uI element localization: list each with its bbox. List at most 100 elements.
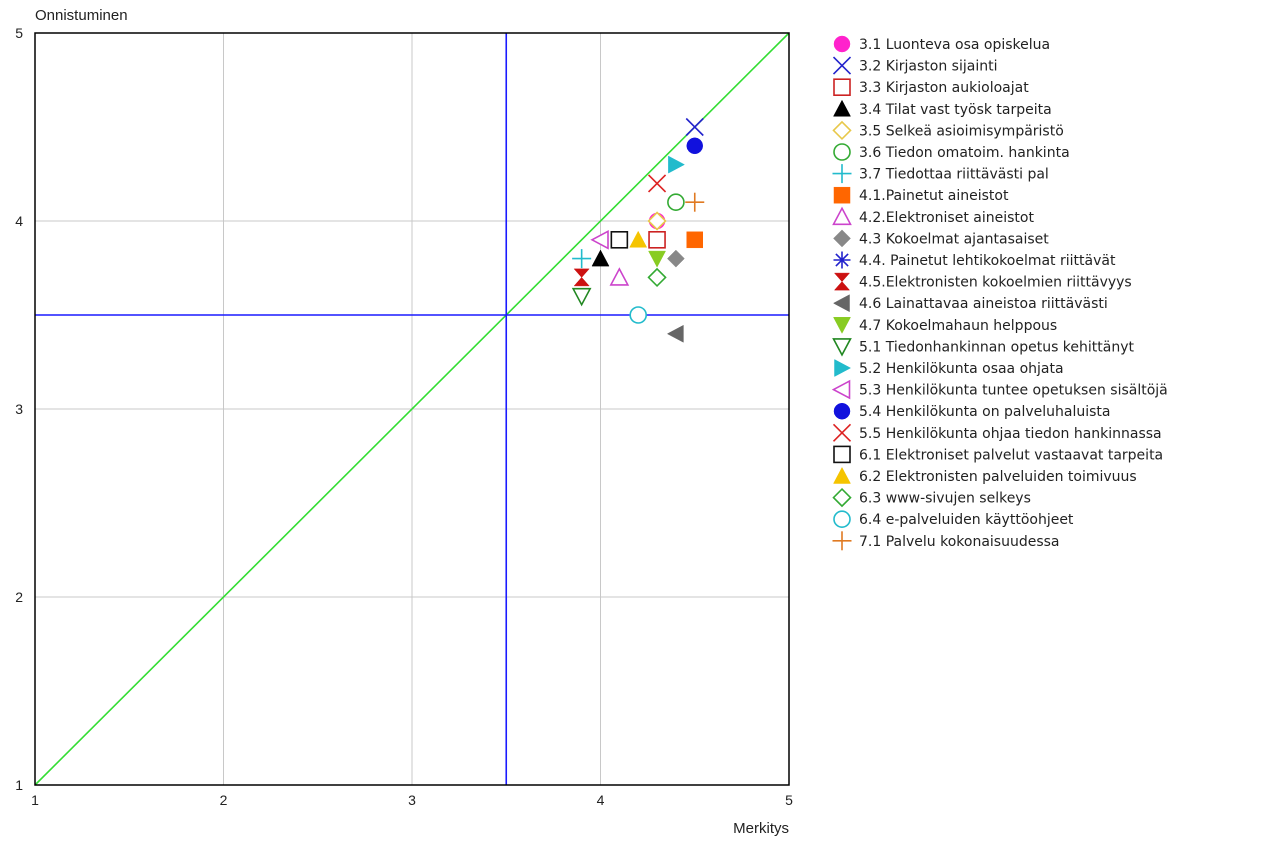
y-axis-label: Onnistuminen	[35, 7, 128, 24]
x-axis-label: Merkitys	[733, 820, 789, 837]
legend-item: 5.2 Henkilökunta osaa ohjata	[834, 359, 1064, 377]
legend-item: 3.1 Luonteva osa opiskelua	[833, 35, 1050, 53]
x-tick-label: 1	[31, 792, 39, 808]
data-point	[573, 268, 590, 287]
y-tick-label: 3	[15, 401, 23, 417]
legend-item: 3.6 Tiedon omatoim. hankinta	[833, 143, 1070, 161]
plot-frame	[34, 32, 790, 786]
x-tick-label: 2	[220, 792, 228, 808]
data-points	[571, 117, 705, 343]
x-tick-label: 5	[785, 792, 793, 808]
legend-item: 4.7 Kokoelmahaun helppous	[833, 317, 1057, 334]
legend-marker	[833, 229, 851, 248]
data-point	[590, 229, 609, 250]
data-point	[647, 174, 667, 193]
legend-label: 3.1 Luonteva osa opiskelua	[859, 37, 1050, 53]
y-tick-label: 4	[15, 213, 23, 229]
legend-marker	[833, 35, 851, 53]
legend-item: 3.5 Selkeä asioimisympäristö	[832, 120, 1064, 141]
legend-marker	[833, 466, 851, 484]
legend-label: 4.7 Kokoelmahaun helppous	[859, 318, 1057, 334]
legend-marker	[832, 120, 852, 141]
reference-lines	[34, 32, 790, 786]
data-point	[647, 267, 667, 288]
legend-marker	[833, 402, 851, 420]
tick-labels: 1 2 3 4 5 1 2 3 4 5	[15, 25, 793, 808]
y-tick-label: 2	[15, 589, 23, 605]
data-point	[609, 267, 630, 286]
legend-label: 4.1.Painetut aineistot	[859, 188, 1009, 204]
legend-item: 4.3 Kokoelmat ajantasaiset	[833, 229, 1049, 248]
legend-label: 3.5 Selkeä asioimisympäristö	[859, 123, 1064, 139]
legend-marker	[833, 143, 851, 161]
legend-marker	[831, 379, 851, 400]
legend-marker	[833, 510, 851, 529]
legend-label: 4.4. Painetut lehtikokoelmat riittävät	[859, 253, 1116, 269]
legend-label: 3.7 Tiedottaa riittävästi pal	[859, 167, 1049, 183]
legend-item: 3.3 Kirjaston aukioloajat	[833, 78, 1029, 96]
legend-marker	[833, 317, 851, 334]
data-point	[629, 306, 648, 324]
legend-label: 4.3 Kokoelmat ajantasaiset	[859, 231, 1049, 247]
legend-marker	[833, 99, 851, 117]
legend-label: 5.4 Henkilökunta on palveluhaluista	[859, 404, 1111, 420]
legend-item: 5.1 Tiedonhankinnan opetus kehittänyt	[832, 338, 1135, 357]
y-tick-label: 1	[15, 777, 23, 793]
data-point	[647, 211, 667, 231]
legend-item: 6.3 www-sivujen selkeys	[832, 487, 1031, 508]
x-tick-label: 3	[408, 792, 416, 808]
legend-marker	[834, 359, 852, 377]
legend-marker	[832, 338, 852, 357]
legend-item: 4.6 Lainattavaa aineistoa riittävästi	[832, 294, 1108, 313]
data-point	[686, 137, 703, 155]
legend-item: 6.2 Elektronisten palveluiden toimivuus	[833, 466, 1137, 485]
legend-label: 5.2 Henkilökunta osaa ohjata	[859, 361, 1064, 377]
legend-marker	[832, 56, 852, 75]
legend-item: 3.7 Tiedottaa riittävästi pal	[832, 164, 1049, 184]
legend-label: 5.3 Henkilökunta tuntee opetuksen sisält…	[859, 383, 1168, 399]
data-point	[686, 231, 703, 249]
data-point	[591, 249, 610, 267]
legend-label: 3.3 Kirjaston aukioloajat	[859, 80, 1029, 96]
legend-label: 4.2.Elektroniset aineistot	[859, 210, 1034, 226]
legend-marker	[833, 251, 851, 269]
legend-item: 5.3 Henkilökunta tuntee opetuksen sisält…	[831, 379, 1168, 400]
legend-marker	[833, 186, 851, 204]
data-point	[610, 231, 629, 249]
data-point	[667, 249, 685, 268]
legend-item: 5.5 Henkilökunta ohjaa tiedon hankinnass…	[832, 423, 1162, 442]
legend-item: 5.4 Henkilökunta on palveluhaluista	[833, 402, 1111, 420]
legend-item: 3.4 Tilat vast työsk tarpeita	[833, 99, 1052, 118]
legend-label: 7.1 Palvelu kokonaisuudessa	[859, 534, 1060, 550]
data-point	[648, 250, 666, 268]
data-point	[648, 231, 666, 249]
data-point	[685, 117, 704, 137]
data-point	[572, 249, 592, 269]
data-point	[666, 324, 684, 343]
data-point	[668, 155, 685, 174]
legend-item: 4.1.Painetut aineistot	[833, 186, 1009, 204]
data-point	[571, 287, 592, 307]
legend-item: 3.2 Kirjaston sijainti	[832, 56, 997, 75]
legend-label: 6.4 e-palveluiden käyttöohjeet	[859, 512, 1074, 528]
y-tick-label: 5	[15, 25, 23, 41]
data-point	[629, 230, 648, 248]
legend: 3.1 Luonteva osa opiskelua 3.2 Kirjaston …	[831, 35, 1168, 551]
legend-marker	[832, 164, 852, 184]
legend-marker	[832, 487, 852, 508]
data-point	[685, 192, 705, 212]
legend-marker	[833, 272, 851, 291]
legend-item: 4.4. Painetut lehtikokoelmat riittävät	[833, 251, 1116, 269]
legend-item: 4.5.Elektronisten kokoelmien riittävyys	[833, 272, 1132, 291]
legend-marker	[833, 445, 851, 464]
legend-marker	[832, 294, 850, 313]
legend-item: 6.1 Elektroniset palvelut vastaavat tarp…	[833, 445, 1163, 464]
legend-label: 3.6 Tiedon omatoim. hankinta	[859, 145, 1070, 161]
legend-label: 6.3 www-sivujen selkeys	[859, 491, 1031, 507]
legend-marker	[832, 423, 852, 442]
legend-label: 6.1 Elektroniset palvelut vastaavat tarp…	[859, 447, 1163, 463]
legend-item: 6.4 e-palveluiden käyttöohjeet	[833, 510, 1074, 529]
legend-item: 4.2.Elektroniset aineistot	[832, 206, 1034, 226]
legend-item: 7.1 Palvelu kokonaisuudessa	[832, 531, 1060, 551]
